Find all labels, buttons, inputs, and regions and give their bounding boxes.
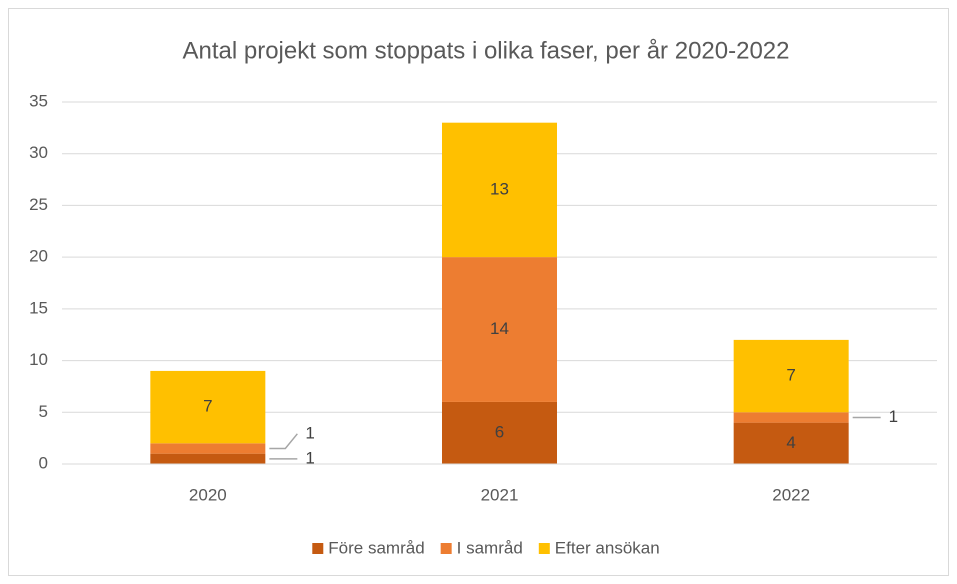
data-label: 4: [786, 433, 795, 452]
y-tick-label: 20: [29, 247, 48, 266]
bar-segment: [733, 339, 849, 413]
x-tick-label: 2021: [481, 485, 519, 504]
legend-swatch: [440, 543, 452, 554]
y-tick-label: 15: [29, 298, 48, 317]
legend-label: Efter ansökan: [555, 538, 660, 557]
data-label: 13: [490, 179, 509, 198]
y-tick-label: 30: [29, 143, 48, 162]
legend-label: I samråd: [457, 538, 523, 557]
y-tick-label: 10: [29, 350, 48, 369]
data-label: 7: [203, 397, 212, 416]
data-label: 1: [889, 407, 898, 426]
bar-segment: [442, 122, 557, 258]
bar-segment: [150, 370, 266, 444]
legend-swatch: [538, 543, 550, 554]
chart-title: Antal projekt som stoppats i olika faser…: [182, 37, 789, 64]
data-label: 1: [305, 423, 314, 442]
y-tick-label: 5: [39, 402, 48, 421]
x-tick-label: 2022: [772, 485, 810, 504]
data-label: 7: [786, 366, 795, 385]
y-tick-label: 25: [29, 195, 48, 214]
x-tick-label: 2020: [189, 485, 227, 504]
data-label: 6: [495, 422, 504, 441]
bar-segment: [442, 401, 557, 464]
data-label: 14: [490, 319, 509, 338]
bar-segment: [733, 422, 849, 464]
leader-line: [269, 433, 298, 450]
bar-segment: [150, 453, 266, 464]
bar-segment: [150, 443, 266, 454]
bar-segment: [733, 412, 849, 423]
legend-label: Före samråd: [328, 538, 424, 557]
bar-segment: [442, 257, 557, 402]
y-tick-label: 35: [29, 91, 48, 110]
data-label: 1: [305, 448, 314, 467]
legend-swatch: [312, 543, 324, 554]
y-tick-label: 0: [39, 453, 48, 472]
